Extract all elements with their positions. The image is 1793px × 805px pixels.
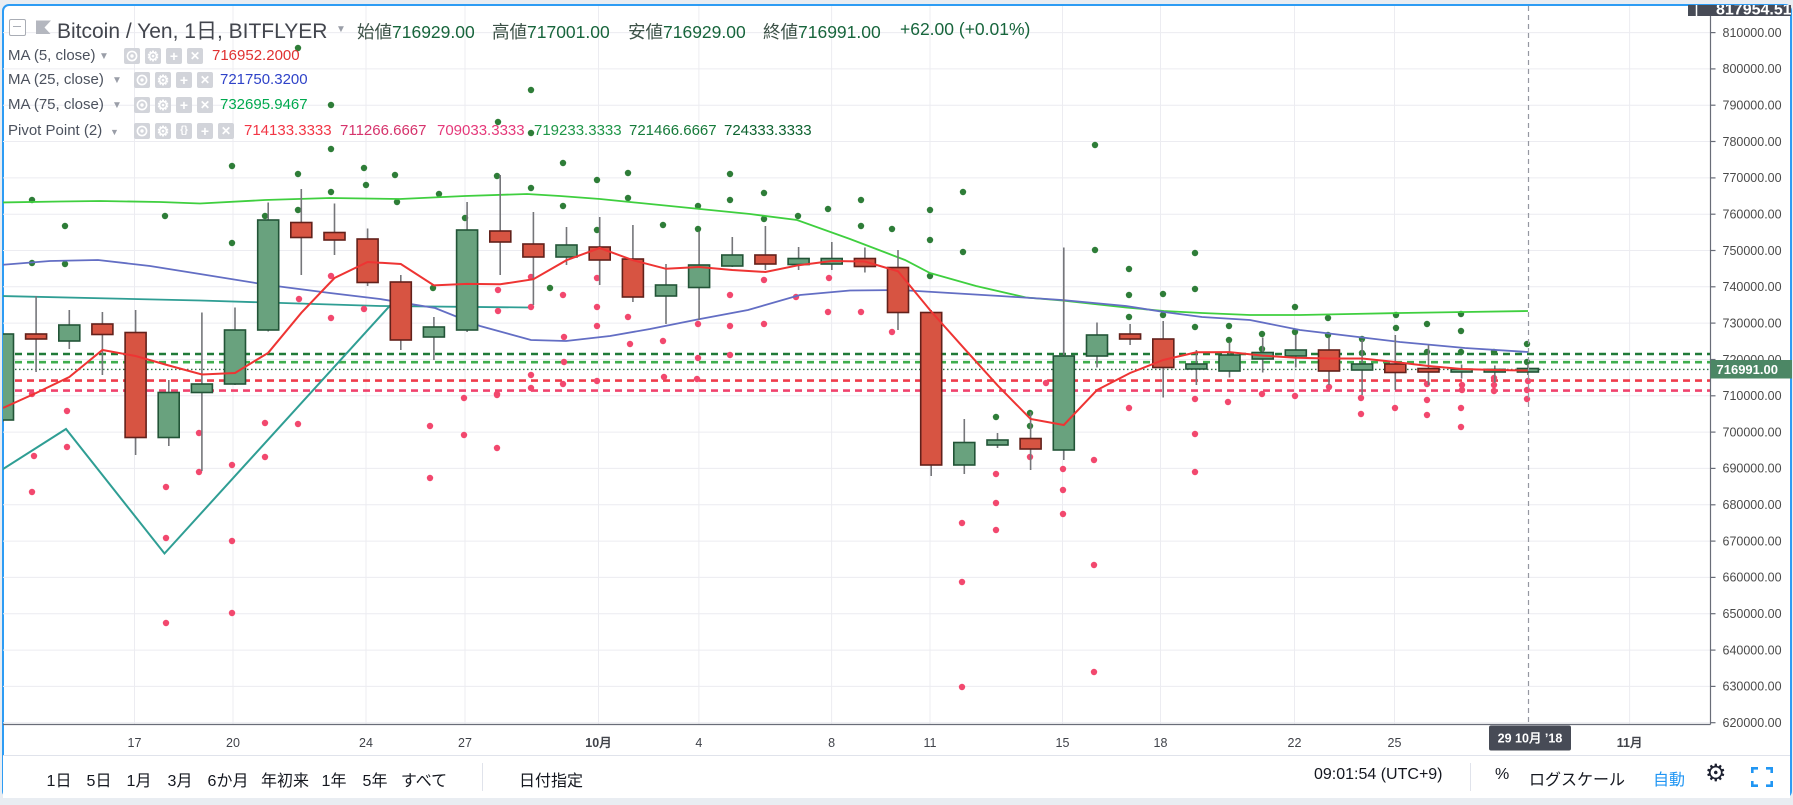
svg-text:17: 17	[128, 736, 142, 750]
svg-text:640000.00: 640000.00	[1723, 643, 1782, 657]
svg-text:716991.00: 716991.00	[1717, 362, 1778, 377]
svg-text:11: 11	[924, 736, 937, 750]
svg-text:630000.00: 630000.00	[1723, 680, 1782, 694]
svg-text:817954.51: 817954.51	[1716, 2, 1792, 19]
svg-text:760000.00: 760000.00	[1723, 208, 1782, 222]
svg-text:810000.00: 810000.00	[1723, 26, 1782, 40]
svg-text:670000.00: 670000.00	[1723, 534, 1782, 548]
svg-text:18: 18	[1154, 736, 1168, 750]
svg-text:700000.00: 700000.00	[1723, 425, 1782, 439]
svg-text:730000.00: 730000.00	[1723, 316, 1782, 330]
svg-text:29 10月 ’18: 29 10月 ’18	[1498, 732, 1563, 746]
svg-text:770000.00: 770000.00	[1723, 171, 1782, 185]
svg-text:20: 20	[226, 736, 240, 750]
svg-text:4: 4	[695, 736, 702, 750]
svg-text:10月: 10月	[585, 736, 611, 750]
svg-text:660000.00: 660000.00	[1723, 571, 1782, 585]
svg-text:740000.00: 740000.00	[1723, 280, 1782, 294]
svg-text:800000.00: 800000.00	[1723, 62, 1782, 76]
svg-text:24: 24	[359, 736, 373, 750]
svg-text:750000.00: 750000.00	[1723, 244, 1782, 258]
svg-text:8: 8	[828, 736, 835, 750]
svg-text:680000.00: 680000.00	[1723, 498, 1782, 512]
svg-text:690000.00: 690000.00	[1723, 462, 1782, 476]
svg-text:11月: 11月	[1617, 736, 1643, 750]
svg-text:620000.00: 620000.00	[1723, 716, 1782, 730]
svg-text:22: 22	[1288, 736, 1302, 750]
svg-text:780000.00: 780000.00	[1723, 135, 1782, 149]
svg-text:15: 15	[1056, 736, 1070, 750]
svg-text:27: 27	[458, 736, 472, 750]
svg-text:710000.00: 710000.00	[1723, 389, 1782, 403]
svg-text:790000.00: 790000.00	[1723, 99, 1782, 113]
svg-text:650000.00: 650000.00	[1723, 607, 1782, 621]
svg-text:25: 25	[1388, 736, 1402, 750]
